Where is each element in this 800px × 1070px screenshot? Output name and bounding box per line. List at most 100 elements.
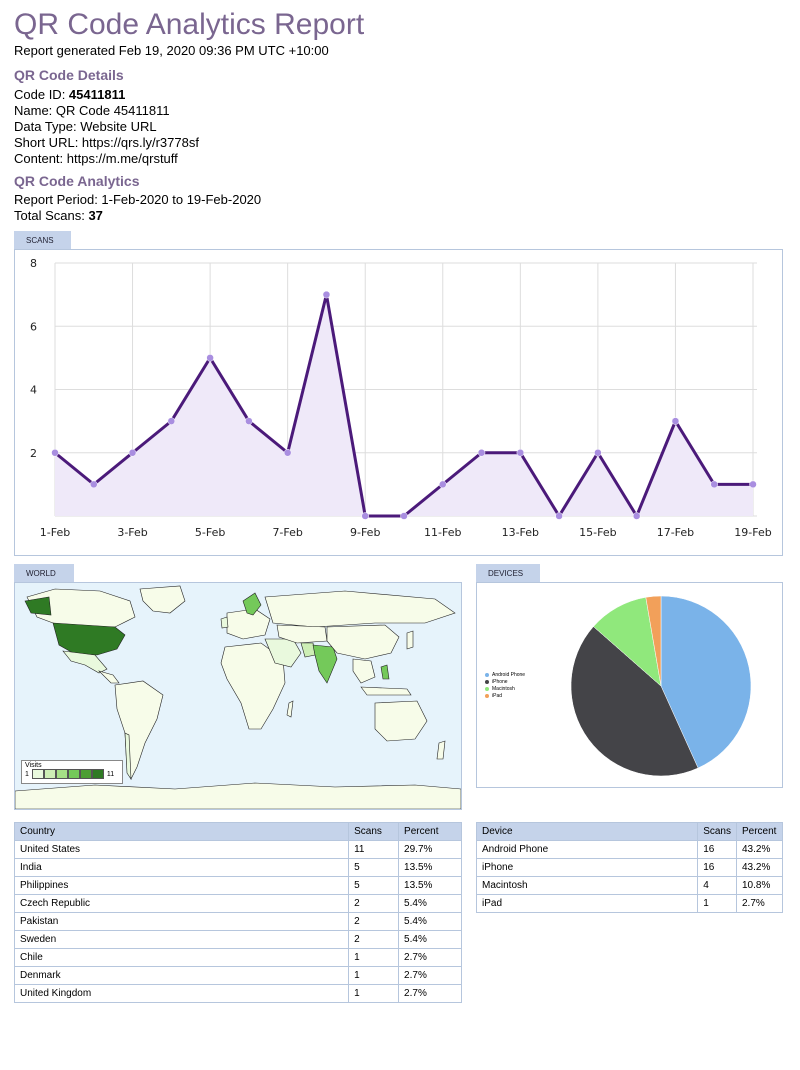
country-cell: 29.7% <box>398 840 462 859</box>
country-cell: Sweden <box>13 930 350 949</box>
table-row[interactable]: Pakistan 2 5.4% <box>13 912 462 931</box>
legend-swatch <box>91 769 104 779</box>
y-tick-label: 6 <box>30 320 37 333</box>
map-china <box>326 624 400 660</box>
pie-legend-label: Macintosh <box>492 685 515 692</box>
scan-point <box>51 449 59 457</box>
legend-swatch <box>31 769 44 779</box>
map-australia <box>374 700 428 742</box>
map-central-asia <box>276 624 328 644</box>
table-row[interactable]: United Kingdom 1 2.7% <box>13 984 462 1003</box>
country-cell: 5 <box>348 876 400 895</box>
pie-legend-swatch <box>485 693 489 698</box>
map-indonesia <box>360 686 412 696</box>
table-row[interactable]: Chile 1 2.7% <box>13 948 462 967</box>
pie-legend-item: Android Phone <box>485 671 525 678</box>
scans-area <box>55 294 753 516</box>
table-row[interactable]: Android Phone 16 43.2% <box>475 840 783 859</box>
country-cell: 5.4% <box>398 912 462 931</box>
device-cell: 16 <box>697 858 737 877</box>
pie-legend-label: Android Phone <box>492 671 526 678</box>
scan-point <box>594 449 602 457</box>
scans-panel: 1-Feb 3-Feb 5-Feb 7-Feb 9-Feb 11-Feb 13-Feb 15-… <box>14 249 783 556</box>
scans-col-header[interactable]: Scans <box>348 822 400 841</box>
x-tick-label: 13-Feb <box>502 526 539 539</box>
tab-devices[interactable]: DEVICES <box>476 564 540 583</box>
legend-swatch <box>79 769 92 779</box>
map-india <box>312 644 338 684</box>
scan-point <box>128 449 137 457</box>
scan-point <box>555 512 563 520</box>
code-name: Name: QR Code 45411811 <box>14 103 170 118</box>
country-cell: 5 <box>348 858 400 877</box>
device-table: Device Scans Percent Android Phone 16 43.2… <box>475 822 783 913</box>
table-row[interactable]: iPhone 16 43.2% <box>475 858 783 877</box>
country-cell: India <box>13 858 350 877</box>
map-central-america <box>97 670 120 684</box>
world-map-svg <box>14 585 462 810</box>
pie-slice[interactable] <box>645 595 662 687</box>
map-legend-scale <box>31 769 104 779</box>
country-cell: 2 <box>348 894 400 913</box>
analytics-heading: QR Code Analytics <box>14 173 140 189</box>
country-cell: 2.7% <box>398 984 462 1003</box>
table-row[interactable]: Sweden 2 5.4% <box>13 930 462 949</box>
map-legend-max: 11 <box>106 770 115 778</box>
table-row[interactable]: iPad 1 2.7% <box>475 894 783 913</box>
pie-legend: Android Phone iPhone Macintosh iPad <box>485 671 525 699</box>
device-cell: 2.7% <box>736 894 783 913</box>
scan-point <box>90 480 98 489</box>
table-row[interactable]: Philippines 5 13.5% <box>13 876 462 895</box>
country-cell: 1 <box>348 984 400 1003</box>
world-map: Visits 1 11 <box>14 582 462 810</box>
legend-swatch <box>55 769 68 779</box>
scan-point <box>439 480 447 489</box>
short-url: Short URL: https://qrs.ly/r3778sf <box>14 135 199 150</box>
details-heading: QR Code Details <box>14 67 124 83</box>
scan-point <box>206 354 214 362</box>
scan-point <box>400 512 408 520</box>
tab-world[interactable]: WORLD <box>14 564 74 583</box>
scans-chart: 1-Feb 3-Feb 5-Feb 7-Feb 9-Feb 11-Feb 13-Feb 15-… <box>30 257 772 539</box>
x-tick-label: 7-Feb <box>272 526 302 539</box>
map-japan <box>406 630 414 650</box>
country-cell: 5.4% <box>398 930 462 949</box>
scan-point <box>671 417 680 425</box>
device-cell: 43.2% <box>736 840 783 859</box>
tab-scans[interactable]: SCANS <box>14 231 71 250</box>
map-legend-title: Visits <box>25 762 42 769</box>
table-row[interactable]: Denmark 1 2.7% <box>13 966 462 985</box>
country-col-header[interactable]: Country <box>13 822 350 841</box>
percent-col-header[interactable]: Percent <box>398 822 462 841</box>
map-uk <box>220 616 229 629</box>
pie-legend-item: iPad <box>485 692 525 699</box>
pie-legend-item: iPhone <box>485 678 525 685</box>
pie-slice[interactable] <box>570 626 699 777</box>
x-tick-label: 17-Feb <box>657 526 694 539</box>
device-percent-col-header[interactable]: Percent <box>736 822 783 841</box>
country-cell: 5.4% <box>398 894 462 913</box>
content-url: Content: https://m.me/qrstuff <box>14 151 178 166</box>
device-cell: Macintosh <box>475 876 699 895</box>
device-cell: 10.8% <box>736 876 783 895</box>
scan-point <box>477 449 486 457</box>
device-scans-col-header[interactable]: Scans <box>697 822 737 841</box>
map-legend-min: 1 <box>25 770 29 778</box>
table-row[interactable]: India 5 13.5% <box>13 858 462 877</box>
device-cell: iPad <box>475 894 699 913</box>
country-cell: 13.5% <box>398 876 462 895</box>
scan-point <box>632 512 641 520</box>
x-tick-label: 5-Feb <box>195 526 225 539</box>
device-cell: iPhone <box>475 858 699 877</box>
country-cell: Denmark <box>13 966 350 985</box>
device-col-header[interactable]: Device <box>475 822 699 841</box>
device-cell: 16 <box>697 840 737 859</box>
legend-swatch <box>43 769 56 779</box>
pie-slice[interactable] <box>660 595 752 769</box>
scan-point <box>516 449 525 457</box>
map-new-zealand <box>436 740 446 760</box>
table-row[interactable]: Macintosh 4 10.8% <box>475 876 783 895</box>
table-row[interactable]: Czech Republic 2 5.4% <box>13 894 462 913</box>
table-row[interactable]: United States 11 29.7% <box>13 840 462 859</box>
country-cell: 1 <box>348 966 400 985</box>
